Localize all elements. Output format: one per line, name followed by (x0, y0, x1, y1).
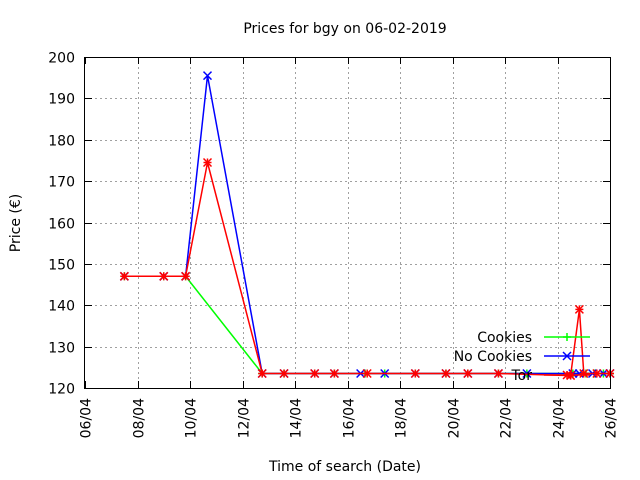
y-tick-label: 180 (48, 134, 75, 150)
y-tick-label: 190 (48, 92, 75, 108)
data-point (574, 304, 584, 314)
x-tick-label: 08/04 (132, 398, 148, 438)
x-tick-label: 20/04 (447, 398, 463, 438)
data-point (493, 368, 503, 379)
data-point (522, 368, 532, 379)
data-point (119, 271, 129, 281)
x-tick-label: 26/04 (604, 398, 620, 438)
y-tick-label: 170 (48, 175, 75, 191)
y-tick-label: 160 (48, 217, 75, 233)
x-tick-label: 22/04 (499, 398, 515, 438)
data-point (310, 368, 320, 379)
series-layer (119, 71, 615, 381)
y-tick-label: 130 (48, 341, 75, 357)
y-axis-ticks: 120 130 140 150 160 170 180 190 200 (48, 51, 610, 398)
x-tick-label: 12/04 (237, 398, 253, 438)
data-point (362, 368, 372, 379)
x-axis-label: Time of search (Date) (268, 459, 421, 475)
x-axis-ticks: 06/04 08/04 10/04 12/04 14/04 16/04 18/04 20/04… (79, 57, 620, 438)
legend-marker (562, 370, 572, 380)
x-tick-label: 06/04 (79, 398, 95, 438)
series-line (124, 75, 610, 375)
data-point (410, 368, 420, 379)
y-tick-label: 140 (48, 299, 75, 315)
series-no-cookies (119, 71, 615, 379)
legend-label: Cookies (477, 330, 532, 346)
series-cookies (120, 272, 614, 378)
y-tick-label: 200 (48, 51, 75, 67)
data-point (463, 368, 473, 379)
x-tick-label: 24/04 (552, 398, 568, 438)
data-point (441, 368, 451, 379)
plot-border (84, 57, 611, 389)
data-point (579, 368, 589, 379)
data-point (202, 157, 213, 168)
data-point (592, 368, 602, 379)
data-point (202, 71, 213, 81)
legend-label: No Cookies (454, 349, 532, 365)
chart-title: Prices for bgy on 06-02-2019 (243, 21, 446, 37)
legend-marker (562, 351, 572, 361)
legend: Cookies No Cookies Tor (454, 330, 590, 384)
data-point (279, 368, 289, 379)
legend-label: Tor (511, 368, 533, 384)
x-tick-label: 14/04 (289, 398, 305, 438)
x-tick-label: 18/04 (394, 398, 410, 438)
series-line (124, 275, 610, 375)
y-tick-label: 150 (48, 258, 75, 274)
y-axis-label: Price (€) (8, 194, 24, 252)
data-point (159, 271, 169, 281)
y-tick-label: 120 (48, 382, 75, 398)
data-point (257, 368, 267, 379)
series-tor (119, 157, 615, 381)
x-tick-label: 10/04 (184, 398, 200, 438)
x-tick-label: 16/04 (342, 398, 358, 438)
grid-lines (85, 57, 610, 388)
data-point (329, 368, 339, 379)
data-point (181, 271, 191, 281)
series-line (124, 162, 610, 377)
legend-marker (563, 333, 571, 341)
